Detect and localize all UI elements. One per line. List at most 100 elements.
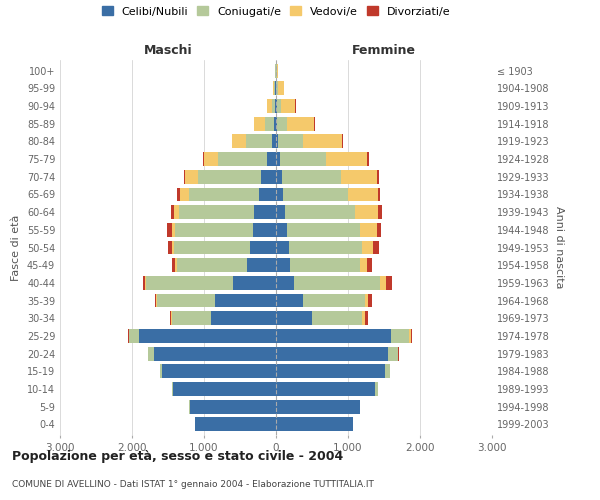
- Bar: [266, 152, 276, 166]
- Bar: [145, 276, 146, 290]
- Bar: [176, 258, 247, 272]
- Bar: [247, 134, 272, 148]
- Bar: [385, 364, 390, 378]
- Bar: [274, 117, 276, 130]
- Bar: [289, 240, 362, 254]
- Text: Femmine: Femmine: [352, 44, 416, 58]
- Bar: [378, 205, 382, 219]
- Bar: [409, 329, 410, 343]
- Bar: [276, 99, 277, 113]
- Bar: [275, 82, 276, 95]
- Bar: [175, 240, 250, 254]
- Bar: [391, 329, 409, 343]
- Legend: Celibi/Nubili, Coniugati/e, Vedovi/e, Divorziati/e: Celibi/Nubili, Coniugati/e, Vedovi/e, Di…: [97, 2, 455, 21]
- Bar: [276, 329, 391, 343]
- Bar: [172, 312, 211, 325]
- Bar: [365, 312, 368, 325]
- Bar: [276, 258, 290, 272]
- Bar: [167, 223, 172, 236]
- Bar: [218, 152, 266, 166]
- Bar: [287, 223, 360, 236]
- Bar: [276, 117, 277, 130]
- Bar: [302, 134, 342, 148]
- Bar: [367, 152, 368, 166]
- Text: COMUNE DI AVELLINO - Dati ISTAT 1° gennaio 2004 - Elaborazione TUTTITALIA.IT: COMUNE DI AVELLINO - Dati ISTAT 1° genna…: [12, 480, 374, 489]
- Bar: [304, 294, 365, 308]
- Y-axis label: Anni di nascita: Anni di nascita: [554, 206, 563, 289]
- Bar: [276, 418, 353, 432]
- Bar: [185, 170, 198, 183]
- Bar: [362, 312, 365, 325]
- Bar: [274, 82, 275, 95]
- Bar: [348, 188, 378, 202]
- Bar: [359, 400, 360, 413]
- Bar: [259, 188, 276, 202]
- Bar: [155, 294, 157, 308]
- Bar: [204, 152, 218, 166]
- Bar: [261, 170, 276, 183]
- Bar: [277, 99, 281, 113]
- Bar: [265, 117, 274, 130]
- Bar: [175, 258, 176, 272]
- Bar: [280, 152, 326, 166]
- Bar: [232, 134, 247, 148]
- Bar: [254, 117, 265, 130]
- Bar: [189, 188, 259, 202]
- Bar: [139, 329, 276, 343]
- Y-axis label: Fasce di età: Fasce di età: [11, 214, 21, 280]
- Bar: [312, 312, 362, 325]
- Bar: [172, 223, 175, 236]
- Text: Maschi: Maschi: [143, 44, 193, 58]
- Bar: [146, 276, 233, 290]
- Bar: [174, 205, 179, 219]
- Bar: [386, 276, 392, 290]
- Bar: [170, 312, 171, 325]
- Bar: [276, 276, 294, 290]
- Bar: [410, 329, 412, 343]
- Bar: [233, 276, 276, 290]
- Bar: [276, 134, 278, 148]
- Bar: [184, 170, 185, 183]
- Bar: [276, 400, 359, 413]
- Bar: [277, 64, 278, 78]
- Bar: [276, 152, 280, 166]
- Bar: [272, 134, 276, 148]
- Bar: [276, 205, 284, 219]
- Bar: [278, 134, 302, 148]
- Bar: [179, 205, 254, 219]
- Bar: [173, 382, 276, 396]
- Bar: [172, 382, 173, 396]
- Bar: [378, 188, 380, 202]
- Bar: [143, 276, 145, 290]
- Bar: [276, 223, 287, 236]
- Bar: [250, 240, 276, 254]
- Bar: [290, 258, 359, 272]
- Bar: [380, 276, 386, 290]
- Bar: [278, 82, 284, 95]
- Bar: [268, 99, 272, 113]
- Bar: [326, 152, 367, 166]
- Bar: [190, 400, 276, 413]
- Bar: [276, 312, 312, 325]
- Bar: [368, 294, 373, 308]
- Bar: [253, 223, 276, 236]
- Bar: [362, 240, 373, 254]
- Bar: [283, 170, 341, 183]
- Bar: [247, 258, 276, 272]
- Bar: [388, 346, 398, 360]
- Bar: [376, 382, 377, 396]
- Text: Popolazione per età, sesso e stato civile - 2004: Popolazione per età, sesso e stato civil…: [12, 450, 343, 463]
- Bar: [377, 170, 379, 183]
- Bar: [342, 134, 343, 148]
- Bar: [277, 117, 287, 130]
- Bar: [277, 82, 278, 95]
- Bar: [272, 99, 275, 113]
- Bar: [211, 312, 276, 325]
- Bar: [273, 82, 274, 95]
- Bar: [287, 117, 314, 130]
- Bar: [281, 99, 295, 113]
- Bar: [172, 258, 175, 272]
- Bar: [398, 346, 399, 360]
- Bar: [171, 205, 174, 219]
- Bar: [284, 205, 355, 219]
